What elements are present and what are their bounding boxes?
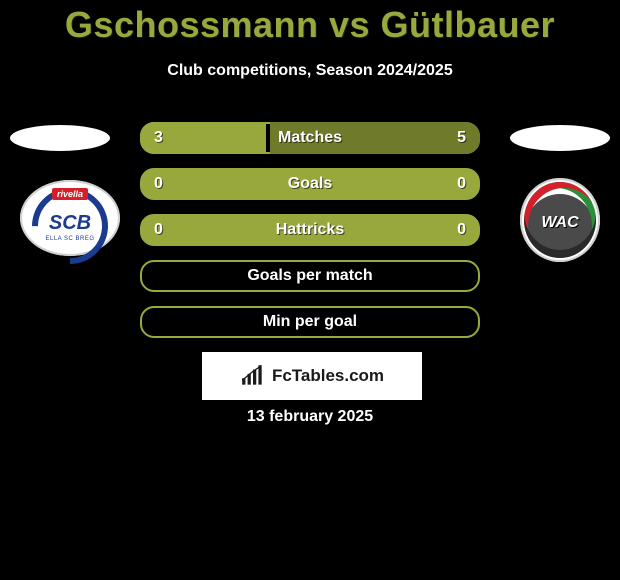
stat-row-matches: 3 Matches 5 [140, 122, 480, 154]
page-subtitle: Club competitions, Season 2024/2025 [0, 62, 620, 80]
footer-date: 13 february 2025 [0, 408, 620, 426]
club-badge-left: rivella SCB ELLA SC BREG [20, 180, 120, 256]
club-badge-right: WAC [520, 178, 600, 262]
stat-hattricks-right: 0 [457, 216, 466, 244]
page-title: Gschossmann vs Gütlbauer [0, 4, 620, 46]
player-ellipse-right [510, 125, 610, 151]
stat-matches-right: 5 [457, 124, 466, 152]
stat-row-mpg: Min per goal [140, 306, 480, 338]
club-badge-left-subtext: ELLA SC BREG [20, 236, 120, 242]
stat-goals-right: 0 [457, 170, 466, 198]
stat-gpm-label: Goals per match [142, 262, 478, 290]
stat-hattricks-label: Hattricks [142, 216, 478, 244]
stat-mpg-label: Min per goal [142, 308, 478, 336]
source-logo-text: FcTables.com [272, 366, 384, 386]
player-ellipse-left [10, 125, 110, 151]
source-logo-box: FcTables.com [202, 352, 422, 400]
stat-row-goals: 0 Goals 0 [140, 168, 480, 200]
club-badge-left-initials: SCB [20, 212, 120, 235]
infographic-container: Gschossmann vs Gütlbauer Club competitio… [0, 0, 620, 580]
chart-icon [240, 365, 266, 387]
stats-rows: 3 Matches 5 0 Goals 0 0 Hattricks 0 Goal… [140, 122, 480, 352]
stat-row-gpm: Goals per match [140, 260, 480, 292]
stat-matches-label: Matches [142, 124, 478, 152]
stat-goals-label: Goals [142, 170, 478, 198]
club-badge-left-sponsor: rivella [52, 188, 88, 200]
stat-row-hattricks: 0 Hattricks 0 [140, 214, 480, 246]
club-badge-right-initials: WAC [520, 214, 600, 232]
